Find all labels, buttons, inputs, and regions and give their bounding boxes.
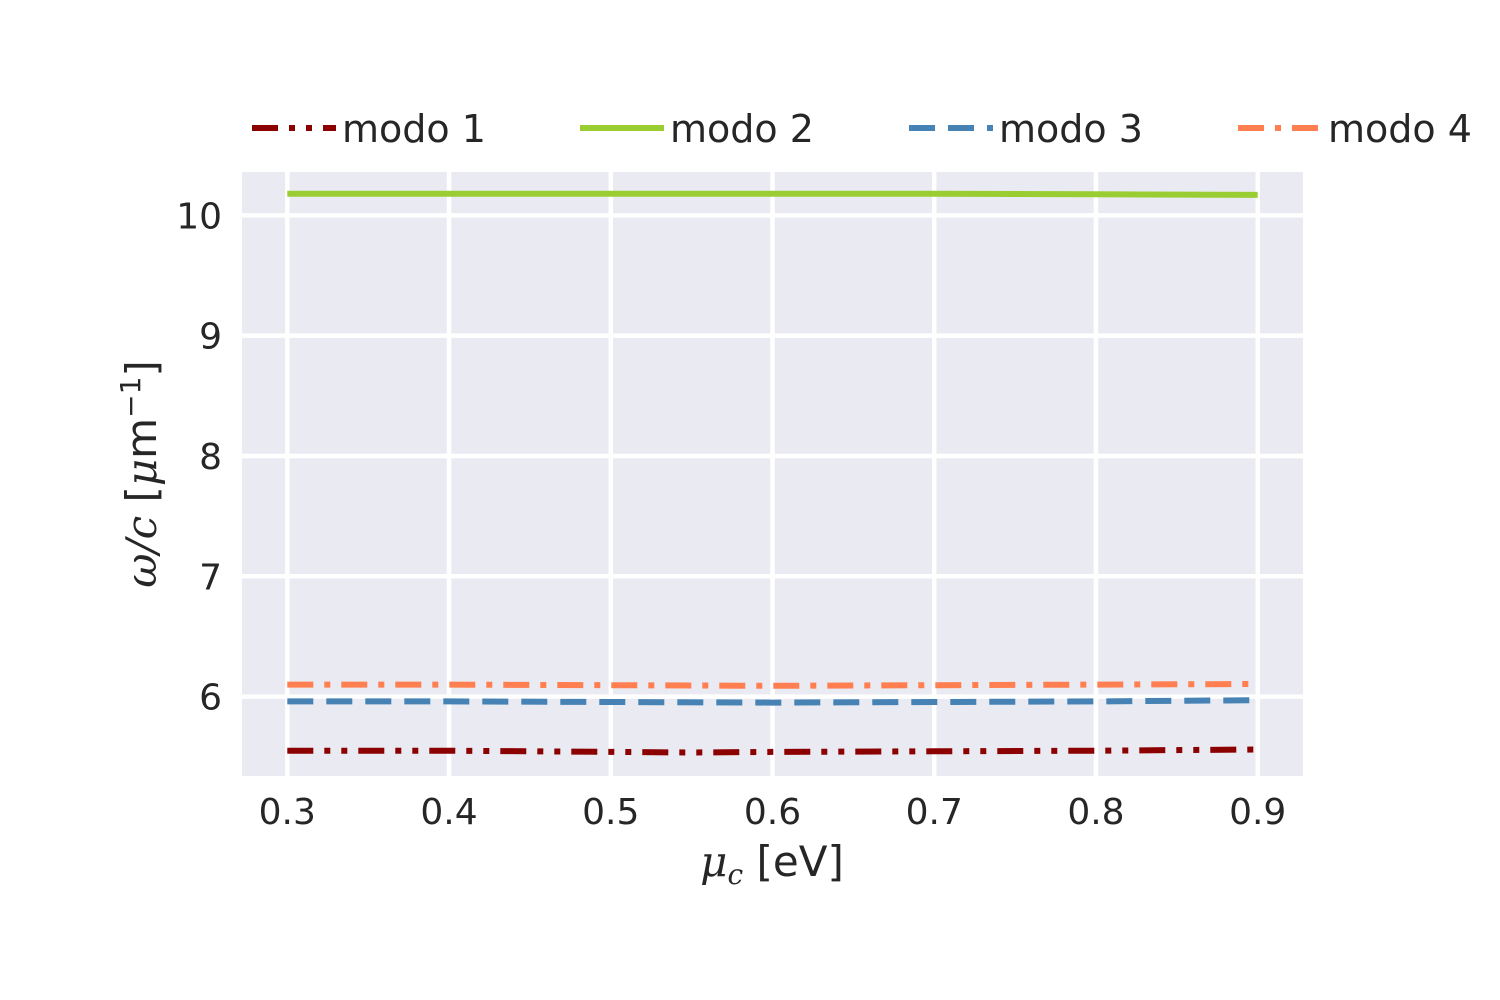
x-tick-labels: 0.3 0.4 0.5 0.6 0.7 0.8 0.9 xyxy=(259,792,1287,833)
legend-label-3: modo 3 xyxy=(999,107,1143,151)
legend-label-1: modo 1 xyxy=(342,107,486,151)
series-line-3 xyxy=(287,697,1258,706)
legend-label-2: modo 2 xyxy=(670,107,814,151)
y-axis-label: ω/c [μm−1] xyxy=(114,360,166,588)
y-tick-label: 7 xyxy=(199,557,222,598)
x-tick-label: 0.7 xyxy=(906,792,963,833)
series-group xyxy=(287,190,1258,756)
y-tick-label: 6 xyxy=(199,678,222,719)
x-tick-label: 0.5 xyxy=(582,792,639,833)
x-tick-label: 0.9 xyxy=(1229,792,1286,833)
y-tick-label: 10 xyxy=(176,196,222,237)
legend-label-4: modo 4 xyxy=(1328,107,1472,151)
series-line-1 xyxy=(287,746,1258,756)
x-axis-label: μc [eV] xyxy=(700,837,844,891)
series-line-2 xyxy=(287,190,1258,198)
y-tick-labels: 6 7 8 9 10 xyxy=(176,196,222,718)
legend: modo 1 modo 2 modo 3 modo 4 xyxy=(252,107,1472,151)
x-tick-label: 0.6 xyxy=(744,792,801,833)
x-tick-label: 0.3 xyxy=(259,792,316,833)
y-tick-label: 8 xyxy=(199,437,222,478)
grid xyxy=(242,172,1303,776)
y-tick-label: 9 xyxy=(199,317,222,358)
x-tick-label: 0.8 xyxy=(1067,792,1124,833)
x-tick-label: 0.4 xyxy=(420,792,477,833)
